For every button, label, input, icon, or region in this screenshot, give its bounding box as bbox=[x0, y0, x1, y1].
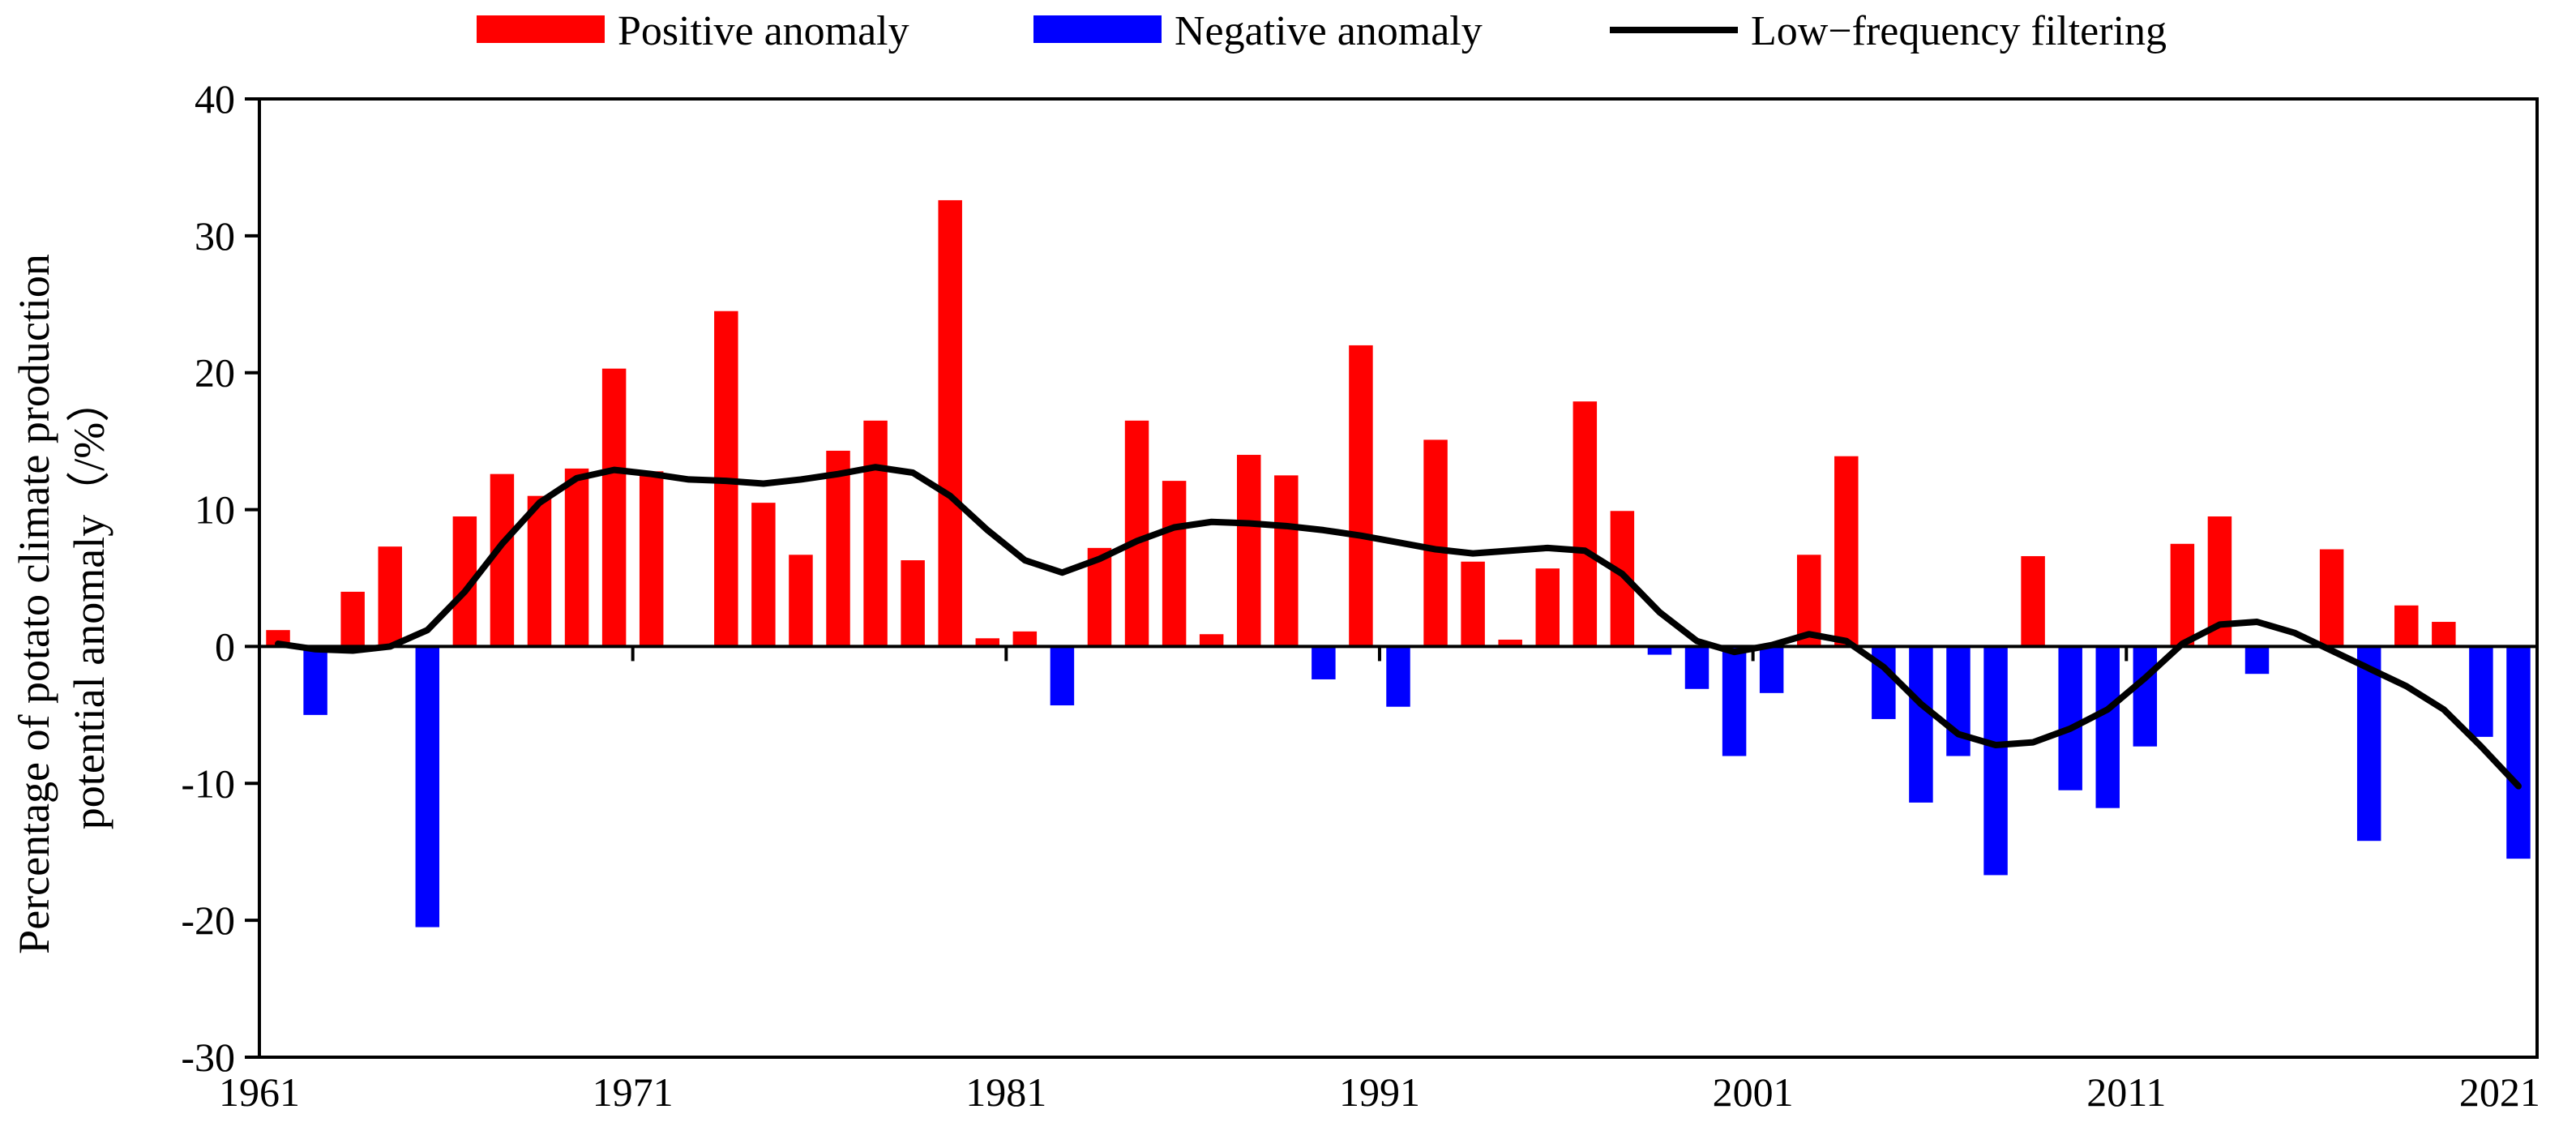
bar-2007 bbox=[1983, 646, 2008, 876]
bar-2021 bbox=[2506, 646, 2531, 859]
y-tick-label: 0 bbox=[215, 623, 235, 669]
y-tick-label: 10 bbox=[195, 487, 235, 533]
legend-positive-label: Positive anomaly bbox=[618, 8, 909, 54]
y-axis-ticks bbox=[245, 97, 259, 1059]
bar-1981 bbox=[1012, 631, 1038, 647]
bar-1967 bbox=[490, 473, 515, 647]
low-frequency-line bbox=[275, 464, 2522, 790]
bar-2016 bbox=[2319, 549, 2344, 647]
y-axis-tick-labels: -30 -20 -10 0 10 20 30 40 bbox=[181, 76, 235, 1080]
bar-2009 bbox=[2058, 646, 2082, 790]
bar-1977 bbox=[863, 420, 888, 647]
bar-2012 bbox=[2170, 543, 2195, 647]
bar-1987 bbox=[1237, 455, 1261, 647]
x-tick-label: 1991 bbox=[1339, 1069, 1420, 1115]
legend: Positive anomaly Negative anomaly Low−fr… bbox=[477, 8, 2167, 54]
bar-1998 bbox=[1647, 646, 1672, 655]
bar-1989 bbox=[1312, 646, 1336, 679]
bar-1992 bbox=[1423, 439, 1448, 647]
bar-2003 bbox=[1834, 456, 1859, 647]
bar-1980 bbox=[975, 638, 1000, 647]
legend-positive-swatch bbox=[477, 15, 605, 43]
bar-1975 bbox=[789, 555, 813, 647]
bar-2018 bbox=[2394, 605, 2419, 647]
bar-1971 bbox=[639, 471, 664, 647]
y-tick-label: -20 bbox=[181, 897, 235, 943]
x-tick-label: 1971 bbox=[593, 1069, 674, 1115]
bar-1988 bbox=[1274, 475, 1299, 647]
bar-1974 bbox=[751, 503, 776, 647]
bar-1993 bbox=[1461, 561, 1485, 647]
plot-frame bbox=[258, 97, 2539, 1059]
bar-1962 bbox=[303, 646, 327, 715]
y-tick-label: 40 bbox=[195, 76, 235, 122]
bar-2017 bbox=[2356, 646, 2381, 842]
bar-2020 bbox=[2469, 646, 2493, 737]
bar-2010 bbox=[2095, 646, 2120, 808]
bar-1963 bbox=[340, 591, 365, 647]
bar-1982 bbox=[1050, 646, 1075, 706]
bar-1996 bbox=[1573, 401, 1598, 647]
x-tick-label: 1981 bbox=[965, 1069, 1046, 1115]
x-tick-label: 2011 bbox=[2086, 1069, 2166, 1115]
y-tick-label: 30 bbox=[195, 213, 235, 259]
bar-1994 bbox=[1498, 639, 1522, 647]
bar-2001 bbox=[1759, 646, 1784, 693]
bar-2008 bbox=[2021, 555, 2045, 647]
bar-1970 bbox=[601, 368, 627, 647]
bar-1984 bbox=[1124, 420, 1149, 647]
y-axis-title-line1: Percentage of potato climate production bbox=[10, 254, 58, 954]
bar-1979 bbox=[938, 199, 962, 647]
bar-2019 bbox=[2432, 622, 2456, 647]
bar-1965 bbox=[415, 646, 440, 927]
bar-1986 bbox=[1199, 634, 1224, 647]
bar-1964 bbox=[378, 546, 402, 647]
bar-1991 bbox=[1386, 646, 1410, 707]
bar-1976 bbox=[826, 450, 850, 647]
y-tick-label: -10 bbox=[181, 760, 235, 806]
x-tick-label: 2021 bbox=[2459, 1069, 2540, 1115]
bar-2014 bbox=[2244, 646, 2270, 675]
x-axis-tick-labels: 1961 1971 1981 1991 2001 2011 2021 bbox=[219, 1069, 2540, 1115]
bar-2000 bbox=[1722, 646, 1747, 756]
bars-layer bbox=[266, 199, 2531, 927]
bar-2011 bbox=[2133, 646, 2158, 747]
y-tick-label: -30 bbox=[181, 1034, 235, 1080]
bar-2005 bbox=[1909, 646, 1933, 803]
legend-negative-label: Negative anomaly bbox=[1175, 8, 1483, 54]
bar-1995 bbox=[1535, 568, 1560, 647]
x-tick-label: 1961 bbox=[219, 1069, 300, 1115]
y-axis-title-line2: potential anomaly（/%） bbox=[65, 379, 113, 829]
x-axis-ticks bbox=[631, 646, 2129, 662]
y-tick-label: 20 bbox=[195, 350, 235, 396]
x-tick-label: 2001 bbox=[1713, 1069, 1794, 1115]
bar-1985 bbox=[1162, 481, 1187, 647]
legend-negative-swatch bbox=[1033, 15, 1162, 43]
bar-1968 bbox=[527, 495, 552, 647]
bar-1978 bbox=[901, 560, 925, 647]
bar-1969 bbox=[564, 468, 589, 647]
legend-line-label: Low−frequency filtering bbox=[1751, 8, 2167, 54]
bar-1999 bbox=[1684, 646, 1709, 689]
y-axis-title: Percentage of potato climate production … bbox=[10, 254, 113, 954]
bar-1990 bbox=[1349, 345, 1373, 647]
